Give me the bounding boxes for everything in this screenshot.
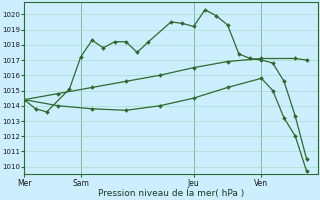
- X-axis label: Pression niveau de la mer( hPa ): Pression niveau de la mer( hPa ): [98, 189, 244, 198]
